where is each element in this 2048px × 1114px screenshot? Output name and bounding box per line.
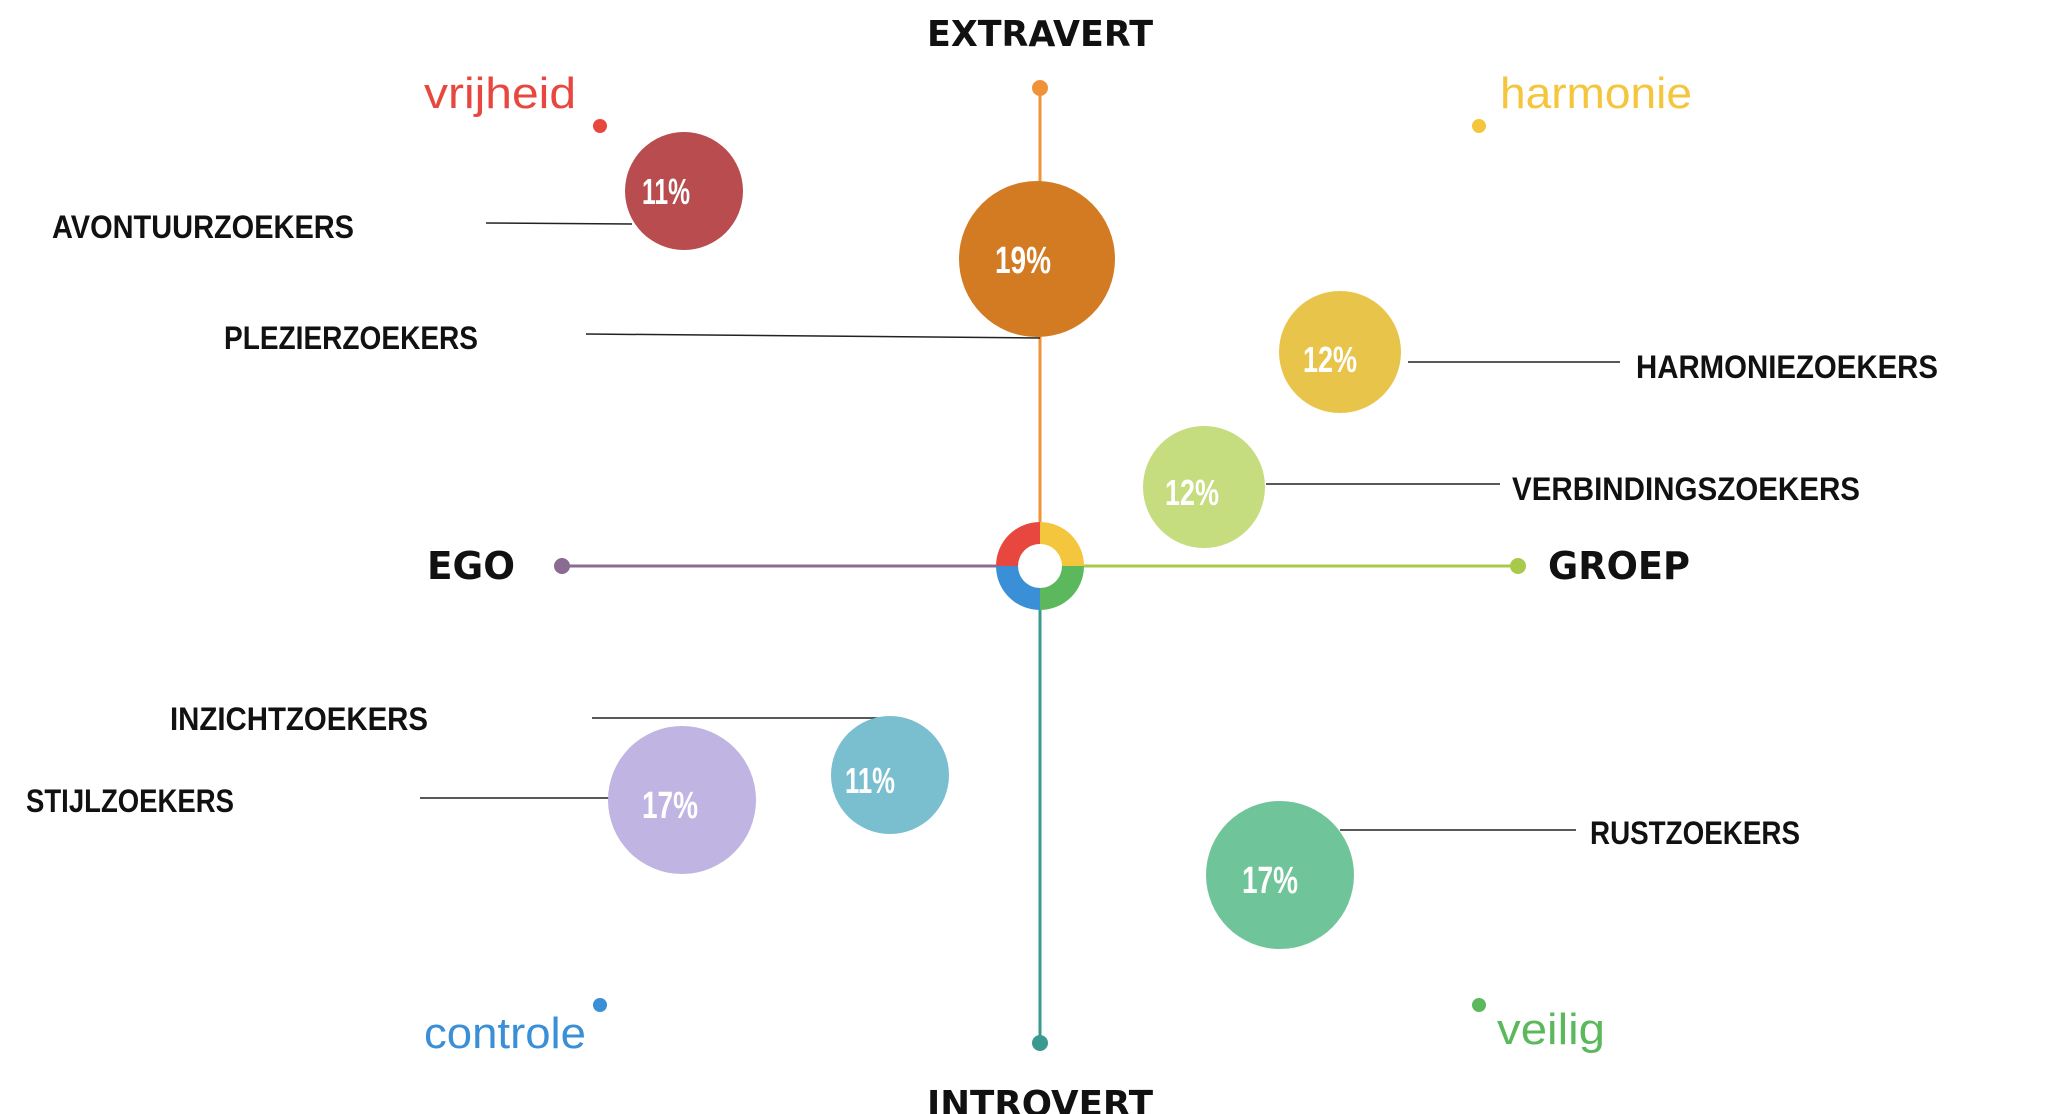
- leader-avontuurzoekers: [485, 222, 633, 225]
- axis-dot-left: [554, 558, 570, 574]
- leader-plezierzoekers: [585, 333, 1041, 339]
- label-avontuurzoekers: AVONTUURZOEKERS: [52, 209, 354, 245]
- bubble-harmoniezoekers: [1279, 291, 1401, 413]
- corner-label-vrijheid: vrijheid: [424, 69, 576, 118]
- label-stijlzoekers: STIJLZOEKERS: [26, 783, 234, 819]
- bubble-rustzoekers: [1206, 801, 1354, 949]
- bubble-inzichtzoekers: [831, 716, 949, 834]
- percent-verbindingszoekers: 12%: [1165, 472, 1219, 513]
- percent-stijlzoekers: 17%: [642, 785, 698, 827]
- axis-dot-top: [1032, 80, 1048, 96]
- axis-label-extravert: EXTRAVERT: [927, 14, 1153, 55]
- center-ring-icon: [996, 522, 1084, 610]
- axis-label-ego: EGO: [427, 544, 515, 588]
- percent-inzichtzoekers: 11%: [845, 760, 895, 801]
- bubble-avontuurzoekers: [625, 132, 743, 250]
- percent-avontuurzoekers: 11%: [642, 171, 690, 212]
- label-rustzoekers: RUSTZOEKERS: [1590, 815, 1800, 851]
- corner-dot-bottom-right: [1472, 998, 1486, 1012]
- bubble-plezierzoekers: [959, 181, 1115, 337]
- axis-label-groep: GROEP: [1548, 544, 1690, 588]
- corner-label-harmonie: harmonie: [1500, 69, 1692, 118]
- percent-plezierzoekers: 19%: [995, 240, 1051, 282]
- bubble-verbindingszoekers: [1143, 426, 1265, 548]
- percent-harmoniezoekers: 12%: [1303, 339, 1357, 380]
- axis-label-introvert: INTROVERT: [927, 1084, 1153, 1114]
- axis-dot-bottom: [1032, 1035, 1048, 1051]
- label-verbindingszoekers: VERBINDINGSZOEKERS: [1512, 471, 1860, 507]
- corner-dot-top-right: [1472, 119, 1486, 133]
- axis-dot-right: [1510, 558, 1526, 574]
- corner-dot-bottom-left: [593, 998, 607, 1012]
- label-plezierzoekers: PLEZIERZOEKERS: [224, 320, 478, 356]
- label-inzichtzoekers: INZICHTZOEKERS: [170, 701, 428, 737]
- corner-label-controle: controle: [424, 1009, 586, 1058]
- label-harmoniezoekers: HARMONIEZOEKERS: [1636, 349, 1938, 385]
- corner-label-veilig: veilig: [1497, 1005, 1605, 1054]
- percent-rustzoekers: 17%: [1242, 860, 1298, 902]
- bubble-stijlzoekers: [608, 726, 756, 874]
- corner-dot-top-left: [593, 119, 607, 133]
